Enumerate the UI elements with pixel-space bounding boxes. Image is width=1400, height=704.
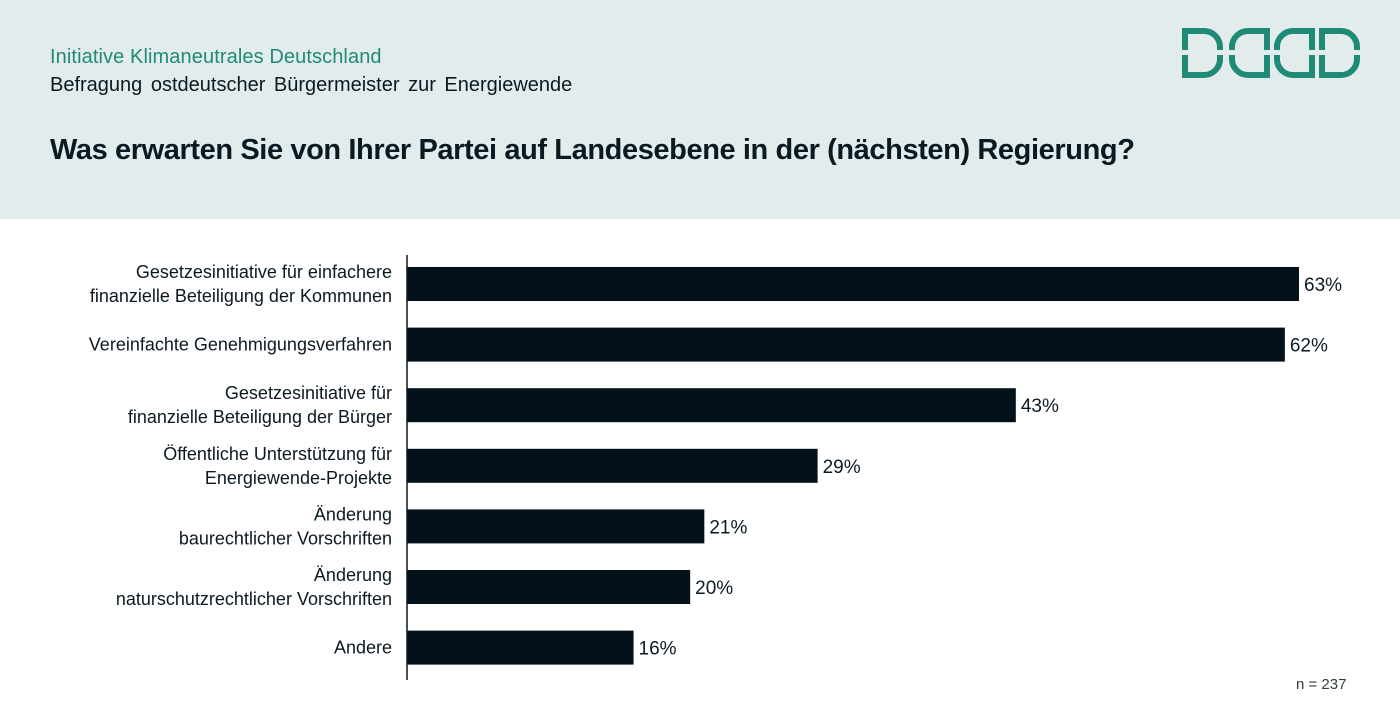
bar-chart: Gesetzesinitiative für einfachere finanzi… bbox=[89, 255, 1343, 680]
category-label-6: Andere bbox=[334, 638, 392, 658]
sample-size-label: n = 237 bbox=[1296, 676, 1347, 693]
bar-5 bbox=[407, 570, 691, 604]
bar-4 bbox=[407, 509, 705, 544]
ikd-logo-icon bbox=[1182, 28, 1360, 78]
category-label-5: Änderung naturschutzrechtlicher Vorschrif… bbox=[116, 565, 392, 609]
bar-2 bbox=[407, 388, 1016, 423]
bar-3 bbox=[407, 448, 818, 483]
value-label-0: 63% bbox=[1304, 275, 1342, 296]
value-labels: 63% 62% 43% 29% 21% 20% 16% bbox=[639, 275, 1343, 660]
bar-0 bbox=[407, 267, 1299, 301]
chart-title: Was erwarten Sie von Ihrer Partei auf La… bbox=[50, 134, 1135, 166]
value-label-3: 29% bbox=[823, 457, 861, 478]
value-label-1: 62% bbox=[1290, 336, 1328, 357]
category-label-0: Gesetzesinitiative für einfachere finanzi… bbox=[90, 262, 392, 306]
category-labels: Gesetzesinitiative für einfachere finanzi… bbox=[89, 262, 392, 658]
category-label-3: Öffentliche Unterstützung für Energiewend… bbox=[163, 444, 392, 488]
bar-1 bbox=[407, 327, 1285, 362]
category-label-4: Änderung baurechtlicher Vorschriften bbox=[179, 504, 392, 548]
organization-name: Initiative Klimaneutrales Deutschland bbox=[50, 46, 382, 68]
bars bbox=[407, 267, 1299, 665]
category-label-1: Vereinfachte Genehmigungsverfahren bbox=[89, 335, 392, 355]
value-label-6: 16% bbox=[639, 639, 677, 660]
header-banner: Initiative Klimaneutrales Deutschland Be… bbox=[0, 0, 1400, 219]
category-label-2: Gesetzesinitiative für finanzielle Beteil… bbox=[128, 383, 392, 427]
value-label-2: 43% bbox=[1021, 396, 1059, 417]
survey-subtitle: Befragung ostdeutscher Bürgermeister zur… bbox=[50, 74, 573, 96]
bar-6 bbox=[407, 630, 634, 665]
value-label-5: 20% bbox=[695, 578, 733, 599]
value-label-4: 21% bbox=[709, 517, 747, 538]
